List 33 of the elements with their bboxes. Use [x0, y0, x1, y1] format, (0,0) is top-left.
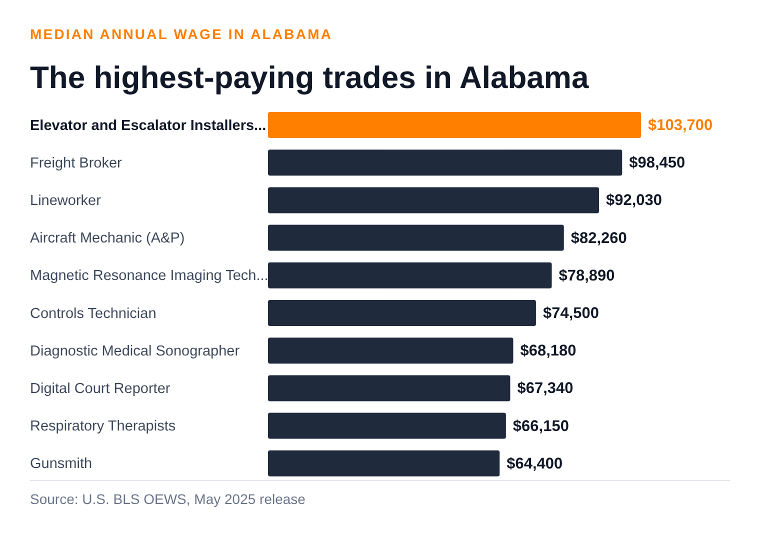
- data-label: $66,150: [512, 418, 569, 435]
- bar: [268, 338, 514, 364]
- chart-subtitle: MEDIAN ANNUAL WAGE IN ALABAMA: [30, 26, 333, 42]
- data-label: $82,260: [570, 230, 627, 247]
- bar: [268, 224, 564, 251]
- bar: [268, 112, 641, 138]
- y-tick-label: Gunsmith: [30, 456, 92, 472]
- y-tick-label: Freight Broker: [30, 155, 122, 172]
- data-label: $67,340: [517, 380, 574, 398]
- data-label: $98,450: [629, 154, 686, 172]
- y-tick-label: Diagnostic Medical Sonographer: [30, 343, 240, 360]
- chart-title: The highest-paying trades in Alabama: [30, 60, 589, 96]
- y-tick-label: Controls Technician: [30, 306, 156, 322]
- source-note: Source: U.S. BLS OEWS, May 2025 release: [30, 491, 306, 507]
- bar: [268, 450, 500, 476]
- data-label: $103,700: [648, 117, 713, 134]
- y-tick-label: Digital Court Reporter: [30, 381, 170, 397]
- data-label: $74,500: [542, 305, 599, 322]
- y-tick-label: Magnetic Resonance Imaging Tech...: [30, 268, 268, 284]
- bar: [268, 300, 536, 326]
- bar: [268, 375, 510, 402]
- data-label: $68,180: [520, 342, 576, 360]
- data-label: $64,400: [506, 455, 563, 472]
- bar: [268, 150, 622, 176]
- bar: [268, 262, 552, 288]
- data-label: $78,890: [558, 267, 615, 284]
- y-tick-label: Elevator and Escalator Installers...: [30, 118, 266, 134]
- bar: [268, 187, 600, 214]
- bar: [268, 412, 506, 439]
- y-tick-label: Lineworker: [30, 193, 102, 209]
- data-label: $92,030: [606, 192, 662, 210]
- y-tick-label: Aircraft Mechanic (A&P): [30, 230, 185, 247]
- y-tick-label: Respiratory Therapists: [30, 418, 176, 435]
